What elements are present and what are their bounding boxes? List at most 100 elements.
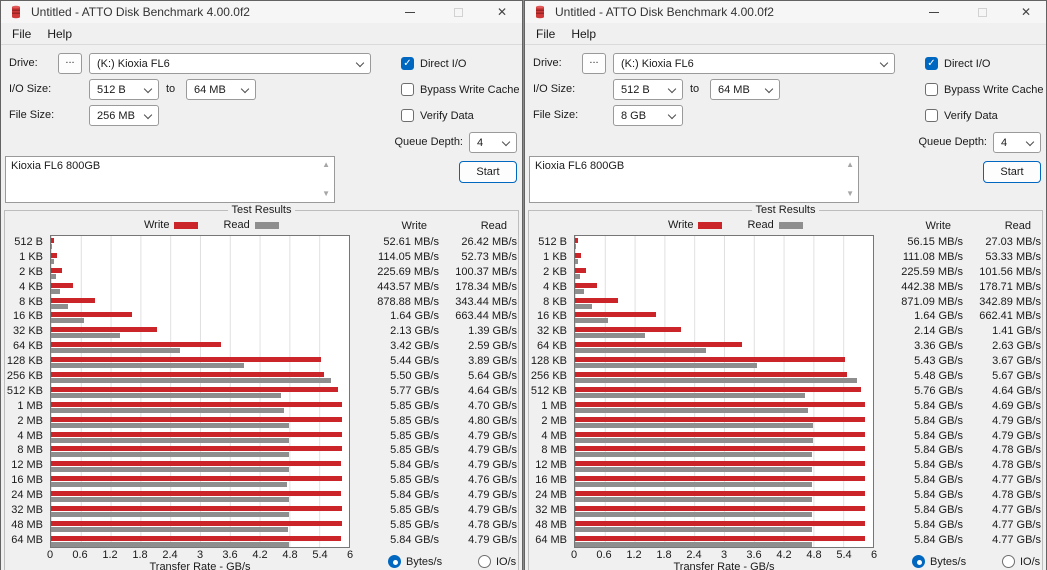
read-value: 4.80 GB/s — [468, 414, 517, 427]
queue-depth-select[interactable]: 4 — [469, 132, 517, 153]
start-button[interactable]: Start — [459, 161, 517, 183]
io-size-tick-label: 16 MB — [11, 474, 43, 487]
read-value: 53.33 MB/s — [985, 250, 1041, 263]
minimize-button[interactable] — [396, 1, 424, 23]
io-size-tick-label: 512 B — [538, 236, 567, 248]
write-value: 5.84 GB/s — [914, 489, 963, 502]
close-button[interactable] — [1012, 1, 1040, 23]
io-size-to-select[interactable]: 64 MB — [710, 79, 780, 100]
scroll-up-icon[interactable] — [846, 161, 854, 169]
drive-select[interactable]: (K:) Kioxia FL6 — [613, 53, 895, 74]
io-size-tick-label: 4 MB — [541, 429, 567, 442]
io-size-tick-label: 512 B — [14, 236, 43, 248]
scroll-up-icon[interactable] — [322, 161, 330, 169]
read-bar — [575, 422, 813, 428]
read-bar — [575, 437, 813, 443]
read-bar — [51, 541, 289, 547]
titlebar[interactable]: Untitled - ATTO Disk Benchmark 4.00.0f2 — [525, 1, 1046, 23]
close-button[interactable] — [488, 1, 516, 23]
read-bar — [51, 437, 289, 443]
bypass-write-cache-checkbox[interactable]: Bypass Write Cache — [401, 83, 519, 96]
scroll-down-icon[interactable] — [322, 190, 330, 198]
checkbox-unchecked-icon — [925, 83, 938, 96]
direct-io-label: Direct I/O — [420, 57, 467, 70]
x-tick-label: 1.8 — [656, 549, 672, 561]
write-bar — [51, 372, 325, 378]
chart-row — [51, 355, 349, 370]
description-box[interactable]: Kioxia FL6 800GB — [529, 156, 859, 203]
menu-help[interactable]: Help — [571, 26, 597, 41]
menu-help[interactable]: Help — [47, 26, 73, 41]
io-size-from-select[interactable]: 512 B — [613, 79, 683, 100]
write-bar — [575, 401, 866, 407]
read-value: 2.63 GB/s — [992, 340, 1041, 353]
bytes-radio[interactable] — [912, 555, 925, 568]
read-value: 4.78 GB/s — [992, 489, 1041, 502]
write-value: 225.59 MB/s — [901, 265, 963, 278]
start-button[interactable]: Start — [983, 161, 1041, 183]
io-size-tick-label: 512 KB — [530, 384, 567, 397]
read-bar — [51, 318, 84, 324]
ios-radio[interactable] — [478, 555, 491, 568]
browse-button[interactable]: ... — [582, 53, 606, 74]
bytes-radio[interactable] — [388, 555, 401, 568]
io-size-to-select[interactable]: 64 MB — [186, 79, 256, 100]
read-value: 343.44 MB/s — [455, 295, 517, 308]
drive-select[interactable]: (K:) Kioxia FL6 — [89, 53, 371, 74]
write-bar — [575, 431, 866, 437]
x-axis-ticks: 0 0.6 1.2 1.8 2.4 3 3.6 4.2 4.8 — [571, 549, 877, 561]
write-bar — [51, 476, 342, 482]
file-size-select[interactable]: 8 GB — [613, 105, 683, 126]
io-size-tick-label: 24 MB — [535, 489, 567, 502]
write-bar — [51, 267, 63, 273]
chevron-down-icon — [667, 84, 677, 94]
chart-row — [51, 474, 349, 489]
file-size-select[interactable]: 256 MB — [89, 105, 159, 126]
menu-file[interactable]: File — [12, 26, 32, 41]
browse-button[interactable]: ... — [58, 53, 82, 74]
menu-file[interactable]: File — [536, 26, 556, 41]
write-bar — [51, 297, 95, 303]
titlebar[interactable]: Untitled - ATTO Disk Benchmark 4.00.0f2 — [1, 1, 522, 23]
to-label: to — [166, 83, 176, 95]
description-box[interactable]: Kioxia FL6 800GB — [5, 156, 335, 203]
io-size-tick-label: 1 KB — [543, 250, 567, 263]
chart-row — [575, 415, 873, 430]
read-bar — [51, 273, 56, 279]
write-value: 3.42 GB/s — [390, 340, 439, 353]
scroll-down-icon[interactable] — [846, 190, 854, 198]
read-value: 4.78 GB/s — [992, 459, 1041, 472]
file-size-label: File Size: — [533, 109, 579, 121]
queue-depth-label: Queue Depth: — [394, 136, 464, 148]
chevron-down-icon — [501, 137, 511, 147]
read-value: 1.41 GB/s — [992, 325, 1041, 338]
write-bar — [575, 297, 619, 303]
write-bar — [575, 327, 682, 333]
write-swatch-icon — [174, 221, 199, 229]
chart-row — [575, 296, 873, 311]
minimize-button[interactable] — [920, 1, 948, 23]
controls-panel: Drive: ... (K:) Kioxia FL6 Direct I/O I/… — [1, 45, 522, 210]
io-size-tick-label: 8 KB — [543, 295, 567, 308]
chart-row — [51, 444, 349, 459]
chart-row — [51, 370, 349, 385]
queue-depth-select[interactable]: 4 — [993, 132, 1041, 153]
io-size-from-select[interactable]: 512 B — [89, 79, 159, 100]
direct-io-checkbox[interactable]: Direct I/O — [925, 57, 990, 70]
direct-io-checkbox[interactable]: Direct I/O — [401, 57, 466, 70]
test-results-group: Test Results Write Read 512 B 1 KB 2 KB … — [4, 204, 519, 570]
write-value: 5.84 GB/s — [914, 518, 963, 531]
x-tick-label: 6 — [346, 549, 354, 561]
chart-legend: Write Read — [144, 219, 279, 231]
menubar: File Help — [525, 23, 1046, 45]
chart-legend: Write Read — [668, 219, 803, 231]
verify-data-checkbox[interactable]: Verify Data — [925, 109, 998, 122]
write-bar — [575, 372, 848, 378]
write-value: 5.44 GB/s — [390, 355, 439, 368]
ios-radio[interactable] — [1002, 555, 1015, 568]
bypass-write-cache-checkbox[interactable]: Bypass Write Cache — [925, 83, 1043, 96]
x-tick-label: 0.6 — [72, 549, 88, 561]
read-value: 3.89 GB/s — [468, 355, 517, 368]
verify-data-checkbox[interactable]: Verify Data — [401, 109, 474, 122]
write-bar — [51, 416, 342, 422]
